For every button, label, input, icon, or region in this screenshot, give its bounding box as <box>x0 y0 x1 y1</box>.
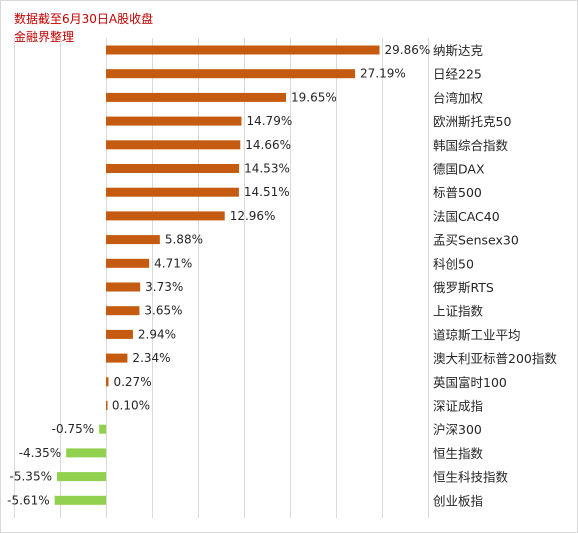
data-label: 2.34% <box>132 351 170 365</box>
category-label: 俄罗斯RTS <box>433 280 494 295</box>
bar <box>106 235 160 245</box>
category-label: 欧洲斯托克50 <box>433 114 511 129</box>
bar <box>54 495 106 505</box>
category-label: 法国CAC40 <box>433 209 500 224</box>
data-label: 2.94% <box>138 327 176 341</box>
data-label: -5.61% <box>7 493 49 507</box>
data-label: 29.86% <box>385 43 431 57</box>
compiler-note: 金融界整理 <box>14 30 75 44</box>
data-label: 4.71% <box>154 256 192 270</box>
category-label: 澳大利亚标普200指数 <box>433 351 557 366</box>
data-label: 14.66% <box>245 138 291 152</box>
bar <box>106 329 133 339</box>
data-label: 14.79% <box>246 114 292 128</box>
category-label: 韩国综合指数 <box>433 138 509 153</box>
bar <box>106 187 239 197</box>
category-label: 道琼斯工业平均 <box>433 327 521 342</box>
category-label: 标普500 <box>433 185 482 200</box>
category-label: 日经225 <box>433 67 482 82</box>
data-label: 19.65% <box>291 90 337 104</box>
data-label: -4.35% <box>19 446 61 460</box>
category-label: 深证成指 <box>433 399 483 414</box>
bar <box>66 448 106 458</box>
bar <box>106 45 380 55</box>
bar <box>106 353 128 363</box>
bar <box>106 282 141 292</box>
category-label: 科创50 <box>433 256 474 271</box>
category-label: 台湾加权 <box>433 90 484 105</box>
data-label: 14.51% <box>244 185 290 199</box>
data-label: -5.35% <box>10 470 52 484</box>
bar <box>106 140 241 150</box>
bar <box>106 92 286 102</box>
data-source-note: 数据截至6月30日A股收盘 <box>14 12 154 26</box>
category-label: 创业板指 <box>433 493 483 508</box>
bar <box>106 306 140 316</box>
category-label: 恒生指数 <box>433 446 484 461</box>
bar <box>106 401 108 410</box>
category-label: 纳斯达克 <box>433 43 483 58</box>
bar <box>106 377 109 387</box>
data-label: 0.10% <box>112 399 150 413</box>
bar <box>106 69 356 79</box>
bar <box>106 164 240 173</box>
category-label: 恒生科技指数 <box>433 470 509 485</box>
data-label: 5.88% <box>165 233 203 247</box>
bar <box>56 472 106 482</box>
bar <box>106 116 242 126</box>
category-label: 孟买Sensex30 <box>433 233 519 248</box>
data-label: 14.53% <box>244 162 290 176</box>
category-label: 英国富时100 <box>433 375 507 390</box>
data-label: -0.75% <box>52 422 94 436</box>
data-label: 12.96% <box>230 209 276 223</box>
bar <box>106 211 225 221</box>
bar <box>106 258 150 268</box>
data-label: 3.65% <box>144 304 182 318</box>
data-label: 0.27% <box>113 375 151 389</box>
category-label: 上证指数 <box>433 304 484 319</box>
category-label: 沪深300 <box>433 422 482 437</box>
data-label: 3.73% <box>145 280 183 294</box>
category-label: 德国DAX <box>433 162 485 177</box>
data-label: 27.19% <box>360 67 406 81</box>
bar <box>99 424 106 434</box>
